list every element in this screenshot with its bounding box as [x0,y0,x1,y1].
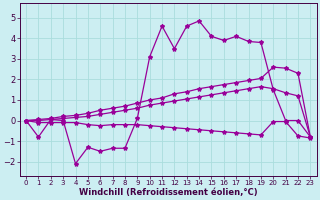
X-axis label: Windchill (Refroidissement éolien,°C): Windchill (Refroidissement éolien,°C) [79,188,258,197]
